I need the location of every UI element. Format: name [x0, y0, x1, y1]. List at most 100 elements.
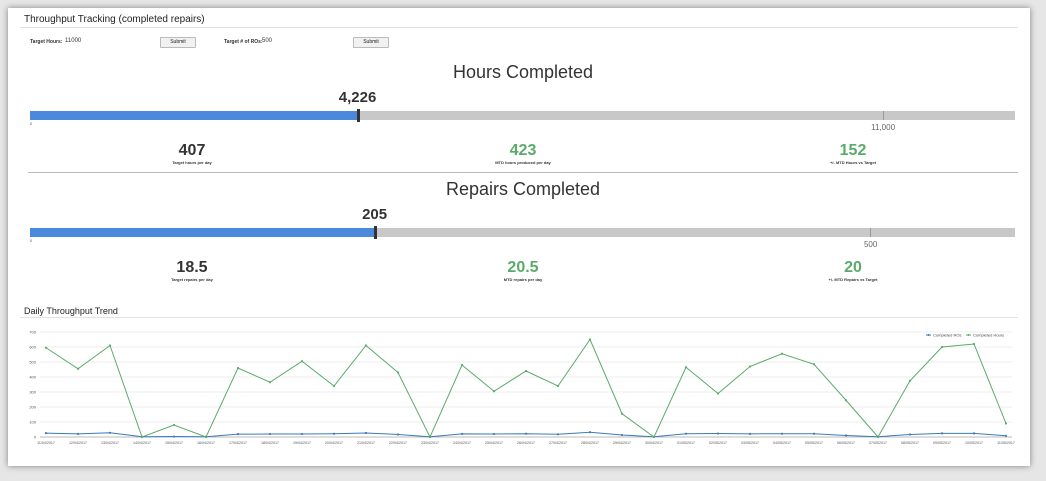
data-point: [268, 381, 272, 384]
target-ros-input[interactable]: 500: [262, 38, 273, 44]
data-point: [940, 432, 944, 435]
data-point: [492, 432, 496, 436]
legend-label: Completed ROs: [933, 333, 961, 338]
submit-ros-button[interactable]: Submit: [353, 37, 389, 48]
hours-value: 4,226: [338, 89, 377, 106]
data-point: [76, 432, 80, 435]
x-tick-label: 28/04/2017: [581, 441, 599, 445]
repairs-progress-bar: [30, 226, 1015, 239]
hours-zero-label: 0: [30, 121, 33, 126]
data-point: [44, 346, 48, 349]
data-point: [812, 432, 816, 435]
panel-title: Throughput Tracking (completed repairs): [24, 14, 205, 25]
x-tick-label: 10/05/2017: [965, 441, 983, 445]
data-point: [396, 371, 400, 374]
x-tick-label: 08/05/2017: [901, 441, 919, 445]
data-point: [716, 392, 720, 395]
target-hours-input[interactable]: 11000: [65, 38, 82, 44]
hours-target-label: 11,000: [871, 123, 896, 132]
x-tick-label: 18/04/2017: [261, 441, 279, 445]
data-point: [1004, 434, 1008, 437]
repairs-progress-fill: [30, 228, 375, 237]
legend-label: Completed Hours: [973, 333, 1004, 338]
x-tick-label: 09/05/2017: [933, 441, 951, 445]
metric-caption: Target repairs per day: [171, 277, 213, 282]
data-point: [332, 432, 336, 435]
data-point: [396, 433, 400, 436]
data-point: [172, 423, 176, 427]
repairs-target-tick: [870, 228, 872, 237]
x-tick-label: 07/05/2017: [869, 441, 887, 445]
x-tick-label: 19/04/2017: [293, 441, 311, 445]
x-tick-label: 29/04/2017: [613, 441, 631, 445]
data-point: [108, 344, 112, 347]
repairs-metric-target: 18.5 Target repairs per day: [92, 259, 292, 282]
metric-value: 20.5: [507, 259, 539, 276]
data-point: [556, 384, 560, 388]
hours-metric-mtd: 423 MTD hours produced per day: [423, 142, 623, 165]
data-point: [972, 432, 976, 435]
x-tick-label: 22/04/2017: [389, 441, 407, 445]
metric-caption: Target hours per day: [172, 160, 212, 165]
metric-caption: +/- MTD Repairs vs Target: [828, 277, 878, 282]
repairs-heading: Repairs Completed: [445, 179, 601, 199]
data-point: [1004, 422, 1008, 425]
data-point: [76, 367, 80, 370]
y-tick-label: 100: [29, 420, 36, 425]
metric-caption: +/- MTD Hours vs Target: [830, 160, 876, 165]
x-tick-label: 13/04/2017: [101, 441, 119, 445]
submit-hours-button[interactable]: Submit: [160, 37, 196, 48]
x-tick-label: 24/04/2017: [453, 441, 471, 445]
data-point: [44, 432, 48, 435]
data-point: [300, 360, 304, 363]
metric-value: 423: [509, 142, 537, 159]
data-point: [364, 431, 368, 435]
data-point: [204, 435, 208, 439]
data-point: [716, 432, 720, 435]
data-point: [524, 369, 528, 373]
repairs-target-label: 500: [863, 240, 878, 249]
x-tick-label: 26/04/2017: [517, 441, 535, 445]
data-point: [684, 366, 688, 369]
data-point: [524, 432, 528, 435]
hours-progress-bar: [30, 109, 1015, 122]
x-tick-label: 21/04/2017: [357, 441, 375, 445]
data-point: [364, 344, 368, 347]
data-point: [492, 390, 496, 393]
data-point: [748, 365, 752, 368]
x-tick-label: 01/05/2017: [677, 441, 695, 445]
metric-value: 18.5: [176, 259, 208, 276]
x-tick-label: 11/05/2017: [997, 441, 1015, 445]
metric-value: 407: [178, 142, 206, 159]
data-point: [460, 432, 464, 435]
legend-marker: [967, 334, 970, 336]
data-point: [780, 432, 784, 435]
repairs-zero-label: 0: [30, 238, 33, 243]
x-tick-label: 16/04/2017: [197, 441, 215, 445]
x-tick-label: 02/05/2017: [709, 441, 727, 445]
dashboard-panel: Throughput Tracking (completed repairs) …: [8, 8, 1030, 466]
data-point: [588, 431, 592, 434]
y-tick-label: 0: [34, 435, 37, 440]
section-divider: [28, 172, 1018, 173]
hours-progress-fill: [30, 111, 358, 120]
y-tick-label: 700: [29, 330, 36, 335]
data-point: [844, 434, 848, 437]
metric-value: 152: [839, 142, 867, 159]
metric-caption: MTD hours produced per day: [495, 160, 551, 165]
data-point: [620, 412, 624, 415]
data-point: [748, 432, 752, 435]
target-ros-label: Target # of ROs:: [224, 39, 263, 45]
x-tick-label: 03/05/2017: [741, 441, 759, 445]
title-divider: [20, 27, 1018, 28]
hours-heading: Hours Completed: [452, 62, 594, 82]
data-point: [844, 399, 848, 402]
data-point: [684, 432, 688, 435]
data-point: [140, 435, 144, 439]
x-tick-label: 05/05/2017: [805, 441, 823, 445]
hours-metric-target: 407 Target hours per day: [92, 142, 292, 165]
daily-throughput-chart: 0 100 200 300 400 500 600 700 11/04/2017 12/04/20…: [29, 330, 1015, 446]
y-tick-label: 400: [29, 375, 36, 380]
metric-caption: MTD repairs per day: [503, 277, 543, 282]
x-tick-label: 30/04/2017: [645, 441, 663, 445]
